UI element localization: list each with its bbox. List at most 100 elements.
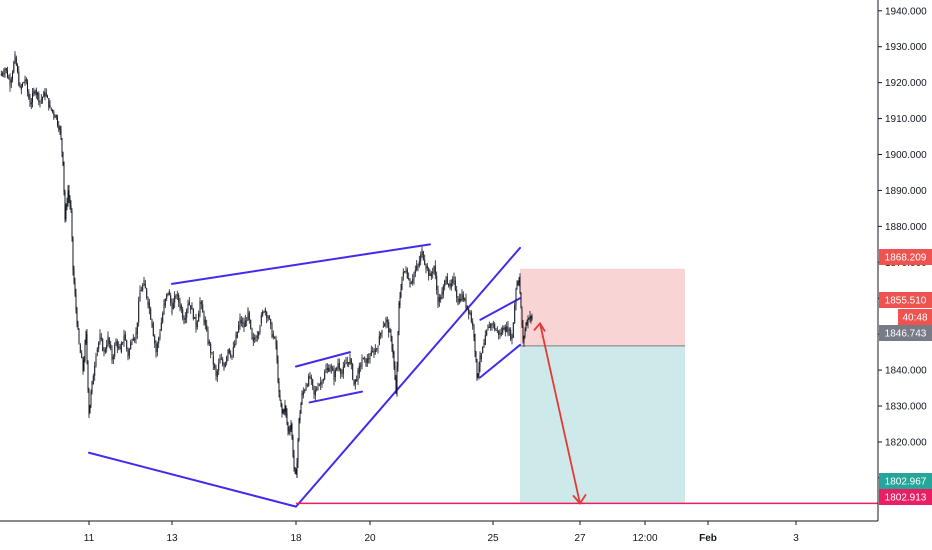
candle-body [0, 73, 2, 76]
candle-body [64, 192, 66, 220]
candle-body [48, 98, 50, 108]
candle-body [88, 390, 90, 416]
candle-body [528, 318, 530, 320]
small-channel-2-lower[interactable] [479, 343, 521, 379]
time-axis-ticks: 11 13 18 20 25 27 12:00 Feb 3 [84, 521, 799, 544]
countdown-badge: 40:48 [902, 313, 927, 324]
candle-body [504, 327, 506, 332]
annotation-layer[interactable] [296, 321, 878, 505]
candle-body [428, 268, 430, 276]
candle-body [410, 282, 412, 284]
candle-body [372, 351, 374, 352]
candle-body [404, 271, 406, 272]
candle-body [188, 301, 190, 305]
entry-price-badge: 1846.743 [885, 329, 927, 340]
candle-body [470, 312, 472, 322]
candle-body [156, 343, 158, 353]
candle-body [484, 335, 486, 345]
small-channel-lower[interactable] [308, 390, 363, 404]
target-price-badge-bg [879, 473, 932, 489]
candle-body [521, 309, 523, 326]
candle-body [398, 303, 400, 333]
candle-body [362, 357, 364, 360]
candle-body [322, 379, 324, 381]
candle-body [83, 360, 85, 371]
candle-body [380, 333, 382, 336]
candle-body [59, 127, 61, 130]
candle-body [126, 340, 128, 349]
candle-body [2, 73, 3, 75]
candle-body [118, 346, 120, 348]
rising-channel-line[interactable] [295, 246, 521, 508]
stop-loss-zone[interactable] [520, 268, 685, 346]
candle-body [430, 273, 432, 277]
candle-body [274, 337, 276, 338]
candle-body [491, 323, 493, 326]
candle-body [483, 342, 485, 348]
lower-support-line[interactable] [88, 451, 297, 508]
candle-body [506, 326, 508, 332]
candle-body [374, 349, 376, 353]
candle-body [162, 313, 164, 323]
candle-body [228, 348, 230, 354]
candle-body [127, 348, 129, 358]
candle-body [479, 355, 481, 368]
candle-body [445, 280, 447, 282]
forecast-arrow[interactable] [539, 323, 581, 504]
candle-body [38, 93, 40, 102]
candle-body [232, 347, 234, 356]
price-tick-label: 1880.000 [885, 222, 927, 233]
candle-body [373, 351, 375, 355]
candle-body [138, 301, 140, 323]
candle-body [382, 326, 384, 328]
candle-body [19, 85, 21, 87]
candle-body [392, 349, 394, 354]
candle-body [252, 337, 254, 342]
candle-body [460, 298, 462, 301]
candle-body [514, 305, 516, 323]
candle-body [63, 161, 65, 192]
candle-body [344, 364, 346, 367]
price-tick-label: 1900.000 [885, 150, 927, 161]
level-price-badge-bg [879, 489, 932, 505]
drawings-layer[interactable] [88, 243, 521, 508]
candle-body [147, 297, 149, 306]
candle-body [32, 93, 33, 103]
time-tick-label: 11 [84, 533, 95, 544]
candle-body [298, 418, 300, 440]
candle-body [312, 379, 314, 386]
candle-body [412, 279, 414, 283]
candle-body [465, 298, 467, 309]
candle-body [487, 324, 489, 331]
upper-resistance-line[interactable] [171, 243, 431, 285]
candle-body [202, 304, 204, 313]
candle-body [248, 312, 250, 320]
candle-body [226, 357, 228, 363]
forecast-arrow-tail [533, 321, 546, 332]
candle-body [438, 297, 440, 302]
price-axis-background[interactable] [878, 0, 932, 550]
time-tick-label: 13 [166, 533, 178, 544]
candle-body [530, 316, 532, 319]
candle-body [37, 93, 38, 95]
candle-body [212, 355, 214, 365]
small-channel-upper[interactable] [295, 351, 351, 368]
candle-body [200, 301, 202, 305]
price-tick-label: 1940.000 [885, 6, 927, 17]
candle-body [154, 336, 156, 344]
candle-body [160, 322, 162, 331]
candle-body [174, 295, 176, 303]
candle-body [426, 265, 428, 269]
candle-body [376, 348, 378, 350]
candle-body [234, 343, 236, 347]
candle-body [90, 392, 92, 405]
take-profit-zone[interactable] [520, 345, 685, 504]
price-badges: 1868.209 1855.510 40:48 1846.743 1802.967 180… [879, 249, 932, 505]
candle-body [106, 345, 108, 350]
time-tick-label: 12:00 [632, 533, 657, 544]
candle-body [219, 357, 221, 364]
small-channel-2-upper[interactable] [479, 297, 521, 321]
candle-body [291, 424, 293, 438]
